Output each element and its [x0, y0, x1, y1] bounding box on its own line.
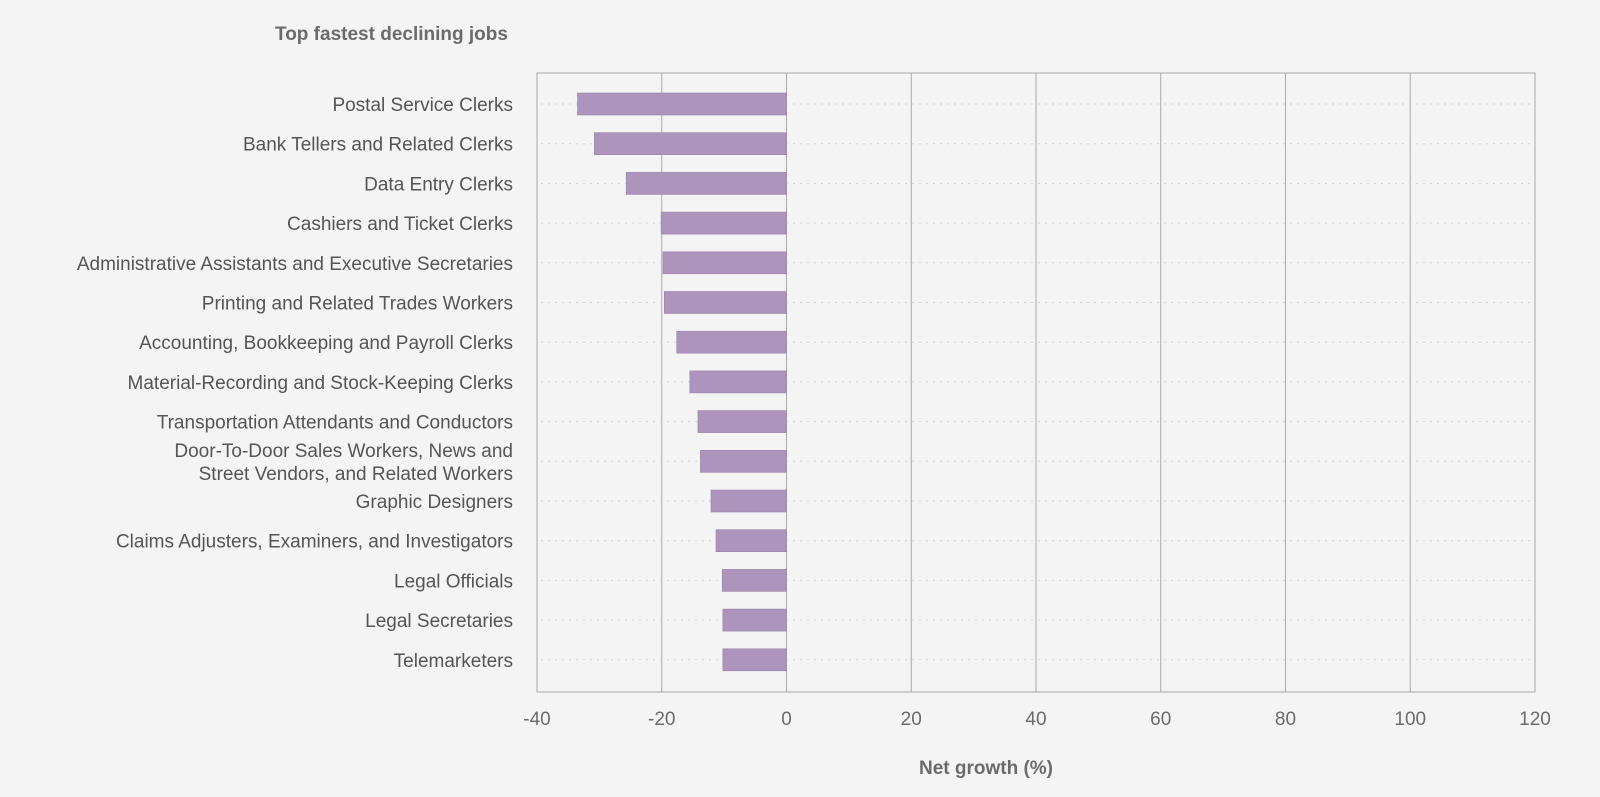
- bar: [715, 529, 787, 553]
- bar: [594, 132, 787, 155]
- x-tick-label: 40: [1025, 709, 1046, 730]
- bar-layer: [577, 92, 787, 672]
- x-tick-label: 120: [1519, 709, 1551, 730]
- bar: [710, 489, 787, 513]
- x-tick-label: 20: [901, 709, 922, 730]
- category-label: Cashiers and Ticket Clerks: [287, 214, 513, 235]
- category-label: Data Entry Clerks: [364, 174, 513, 195]
- bar: [577, 92, 787, 116]
- category-label: Telemarketers: [394, 651, 513, 672]
- x-tick-label: 0: [781, 709, 792, 730]
- x-axis-title: Net growth (%): [919, 758, 1053, 779]
- bar: [700, 449, 787, 473]
- bar: [660, 211, 787, 235]
- category-label: Postal Service Clerks: [332, 95, 513, 116]
- bar: [663, 291, 787, 314]
- bar: [625, 172, 787, 195]
- x-tick-label: 80: [1275, 709, 1296, 730]
- bar: [721, 569, 787, 592]
- category-label: Door-To-Door Sales Workers, News and: [174, 441, 513, 462]
- category-label: Street Vendors, and Related Workers: [199, 464, 513, 485]
- bar: [676, 330, 787, 354]
- grid-layer: [541, 73, 1531, 692]
- category-label: Administrative Assistants and Executive …: [77, 254, 513, 275]
- category-label: Bank Tellers and Related Clerks: [243, 135, 513, 156]
- bar: [722, 648, 787, 672]
- category-label: Material-Recording and Stock-Keeping Cle…: [128, 373, 513, 394]
- category-label: Legal Officials: [394, 571, 513, 592]
- x-tick-label-layer: -40 -20 0 20 40 60 80 100 120: [523, 709, 1551, 730]
- bar: [689, 370, 787, 394]
- category-label: Printing and Related Trades Workers: [202, 294, 513, 315]
- x-tick-label: 60: [1150, 709, 1171, 730]
- category-label-layer: Postal Service Clerks Bank Tellers and Re…: [77, 95, 513, 672]
- bar: [662, 251, 787, 275]
- category-label: Transportation Attendants and Conductors: [157, 413, 513, 434]
- x-tick-label: 100: [1394, 709, 1426, 730]
- plot-frame: [536, 72, 1536, 693]
- category-label: Claims Adjusters, Examiners, and Investi…: [116, 532, 513, 553]
- category-label: Legal Secretaries: [365, 611, 513, 632]
- x-tick-label: -20: [648, 709, 675, 730]
- category-label: Accounting, Bookkeeping and Payroll Cler…: [139, 333, 513, 354]
- bar: [722, 608, 787, 632]
- category-label: Graphic Designers: [356, 492, 513, 513]
- x-tick-label: -40: [523, 709, 550, 730]
- bar: [697, 410, 787, 433]
- chart-title: Top fastest declining jobs: [275, 24, 508, 45]
